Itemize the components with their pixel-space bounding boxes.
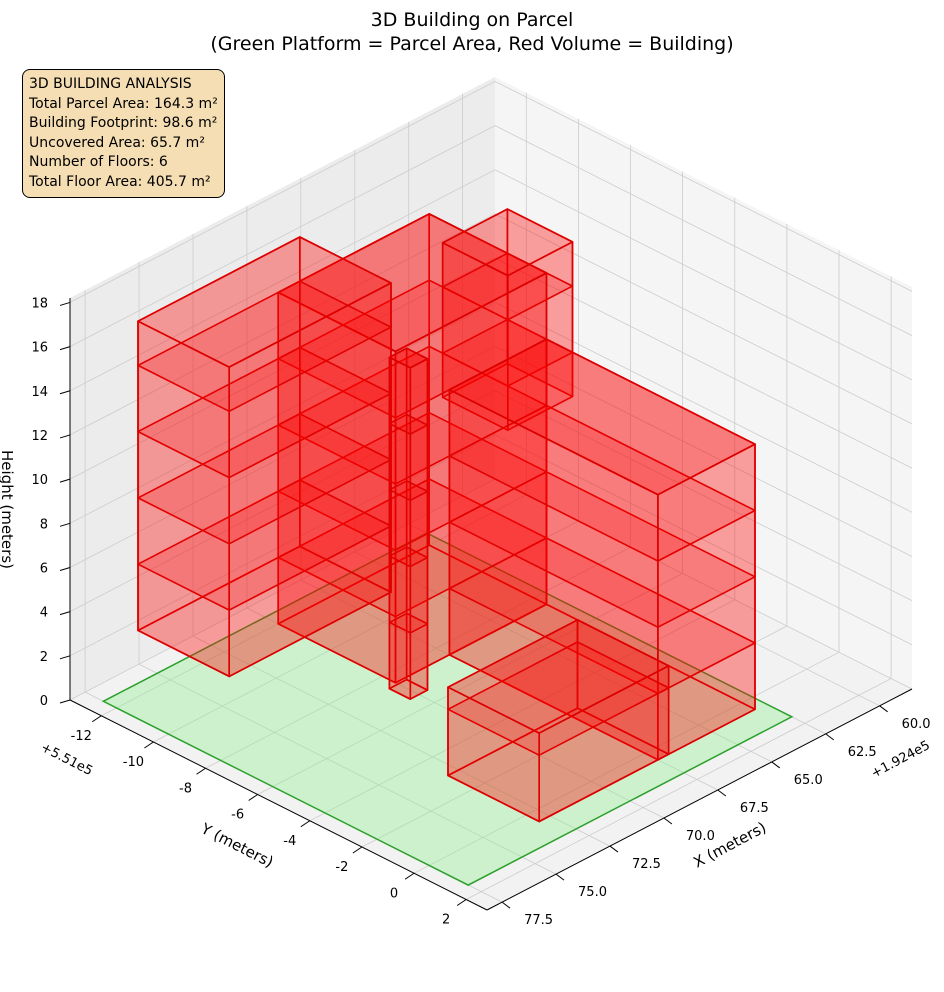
z-tick-label: 16	[31, 341, 48, 356]
y-tick-mark	[144, 741, 154, 749]
y-tick-mark	[91, 715, 102, 723]
y-tick-mark	[404, 872, 415, 880]
z-tick-label: 10	[31, 473, 48, 488]
x-tick-label: 62.5	[848, 745, 877, 760]
z-tick-mark	[59, 478, 71, 483]
z-tick-label: 8	[40, 517, 48, 532]
x-tick-label: 72.5	[632, 857, 661, 872]
z-grid-line	[69, 390, 913, 612]
z-tick-mark	[59, 655, 71, 660]
z-grid-line	[69, 169, 913, 392]
z-tick-label: 4	[40, 606, 48, 621]
axes: 60.0 62.5 65.0 67.5 70.0 72.5 75.0 77.5 -12 -10 -8…	[31, 296, 930, 928]
x-tick-mark	[717, 789, 727, 797]
info-line: Building Footprint: 98.6 m²	[29, 115, 218, 131]
y-tick-mark	[248, 794, 258, 801]
y-tick-label: -10	[123, 755, 144, 770]
x-tick-mark	[609, 845, 619, 853]
y-tick-mark	[456, 899, 467, 906]
z-grid-line	[69, 257, 913, 480]
z-grid-line	[69, 434, 913, 657]
z-tick-label: 6	[40, 561, 48, 576]
z-axis-label: Height (meters)	[0, 450, 16, 569]
info-line: Total Parcel Area: 164.3 m²	[29, 95, 218, 112]
z-tick-mark	[59, 301, 71, 306]
building-wall-face	[447, 686, 541, 823]
right-wall-pane	[495, 77, 912, 689]
y-axis-line	[69, 699, 488, 911]
z-tick-label: 2	[40, 650, 48, 665]
x-tick-mark	[879, 705, 888, 713]
z-tick-label: 18	[31, 296, 48, 311]
z-tick-mark	[59, 699, 71, 704]
building-wall-face	[137, 320, 230, 678]
building-wall-face	[409, 357, 429, 700]
z-grid-line	[69, 301, 913, 524]
y-tick-mark	[352, 846, 363, 854]
x-tick-mark	[555, 873, 565, 881]
z-tick-mark	[59, 346, 71, 351]
y-tick-label: -8	[179, 781, 192, 796]
x-tick-mark	[663, 817, 673, 825]
building-wall-face	[657, 443, 756, 761]
y-offset-label: +5.51e5	[38, 740, 95, 779]
x-tick-label: 77.5	[524, 913, 553, 928]
y-tick-label: 2	[442, 913, 450, 928]
y-axis-label: Y (meters)	[197, 819, 276, 871]
z-grid-line	[69, 80, 913, 303]
z-tick-mark	[59, 611, 71, 616]
building-wall-face	[388, 356, 412, 700]
chart-title-line2: (Green Platform = Parcel Area, Red Volum…	[210, 33, 733, 55]
y-tick-label: -12	[71, 729, 92, 744]
x-tick-mark	[501, 901, 511, 909]
x-axis-label: X (meters)	[690, 818, 769, 871]
y-tick-mark	[196, 767, 206, 775]
x-tick-mark	[825, 733, 835, 741]
info-line: Uncovered Area: 65.7 m²	[29, 134, 205, 151]
x-axis-line	[486, 688, 913, 911]
y-tick-label: -6	[231, 808, 244, 823]
z-tick-mark	[59, 434, 71, 439]
analysis-info-box: 3D BUILDING ANALYSIS Total Parcel Area: …	[22, 69, 225, 198]
chart-title-line1: 3D Building on Parcel	[371, 9, 574, 31]
x-tick-label: 75.0	[578, 885, 607, 900]
y-tick-label: -2	[335, 860, 348, 875]
x-offset-label: +1.924e5	[869, 738, 933, 781]
building-volume	[137, 208, 756, 823]
y-tick-label: 0	[390, 886, 398, 901]
z-tick-label: 0	[40, 694, 48, 709]
building-wall-face	[441, 242, 509, 432]
y-tick-label: -4	[283, 834, 296, 849]
x-tick-label: 60.0	[902, 717, 931, 732]
z-grid-line	[69, 346, 913, 568]
info-line: Number of Floors: 6	[29, 154, 168, 170]
z-tick-mark	[59, 390, 71, 395]
z-tick-label: 14	[31, 385, 48, 400]
z-grid-line	[69, 125, 913, 347]
z-grid-line	[69, 213, 913, 436]
y-tick-mark	[300, 820, 311, 828]
info-heading: 3D BUILDING ANALYSIS	[29, 76, 192, 92]
info-line: Total Floor Area: 405.7 m²	[29, 173, 211, 190]
x-tick-label: 65.0	[794, 773, 823, 788]
z-tick-mark	[59, 566, 71, 571]
floor-pane	[70, 479, 912, 910]
x-tick-mark	[771, 761, 781, 769]
z-tick-mark	[59, 522, 71, 527]
x-tick-label: 70.0	[686, 829, 715, 844]
z-tick-label: 12	[31, 429, 48, 444]
x-tick-label: 67.5	[740, 801, 769, 816]
